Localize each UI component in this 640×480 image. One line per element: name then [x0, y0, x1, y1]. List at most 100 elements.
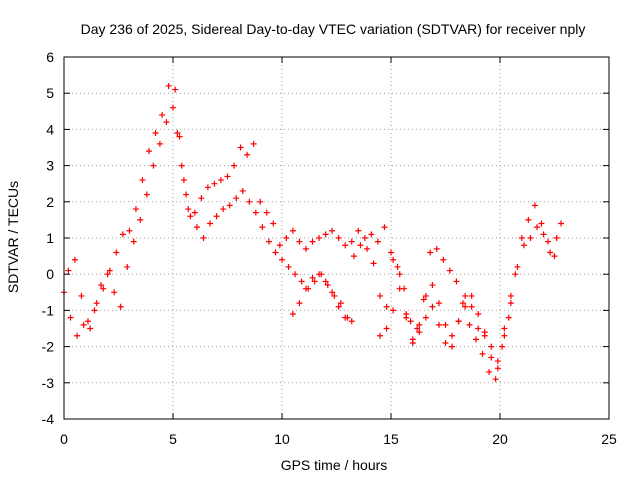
data-point [390, 307, 397, 314]
data-point [198, 195, 205, 202]
data-point [486, 368, 493, 375]
data-point [244, 151, 251, 158]
data-point [191, 209, 198, 216]
data-point [507, 292, 514, 299]
data-point [475, 311, 482, 318]
data-point [126, 227, 133, 234]
data-point [361, 235, 368, 241]
data-point [390, 256, 397, 263]
data-point [462, 292, 469, 299]
y-tick-label: 0 [46, 266, 54, 282]
data-point [512, 271, 519, 278]
chart-title: Day 236 of 2025, Sidereal Day-to-day VTE… [81, 21, 586, 37]
data-point [165, 82, 172, 89]
data-point [429, 282, 436, 289]
data-point [292, 271, 299, 278]
data-point [540, 231, 547, 238]
data-point [104, 271, 111, 278]
data-point [420, 296, 427, 303]
data-point [449, 332, 456, 339]
data-point [337, 300, 344, 307]
series-track-3 [289, 256, 514, 365]
data-point [239, 187, 246, 194]
data-point [117, 303, 124, 310]
data-point [551, 253, 558, 260]
data-point [213, 213, 220, 220]
data-point [91, 307, 98, 314]
data-point [407, 318, 414, 325]
data-point [200, 235, 207, 241]
data-point [316, 271, 323, 278]
data-point [174, 130, 181, 137]
data-point [488, 343, 495, 350]
data-point [139, 177, 146, 184]
x-axis-label: GPS time / hours [281, 457, 388, 473]
axis-ticks: -4 -3 -2 -1 0 1 2 3 4 5 6 0 5 10 15 20 25 [42, 49, 617, 447]
data-point [547, 249, 554, 256]
data-point [231, 162, 238, 169]
y-tick-label: -1 [42, 302, 55, 318]
data-point [113, 249, 120, 256]
data-point [383, 303, 390, 310]
data-point [350, 253, 357, 260]
data-point [279, 256, 285, 263]
data-point [468, 303, 475, 310]
data-point [309, 274, 316, 281]
data-point [416, 321, 423, 328]
data-point [331, 292, 338, 299]
data-point [298, 278, 305, 285]
data-point [246, 198, 253, 205]
data-point [311, 278, 318, 285]
data-point [80, 321, 87, 328]
data-point [322, 231, 329, 238]
data-point [494, 365, 501, 372]
data-point [65, 267, 72, 274]
data-point [204, 184, 211, 191]
data-point [233, 195, 240, 202]
data-point [335, 303, 342, 310]
data-point [383, 325, 390, 332]
data-point [132, 206, 139, 213]
data-point [355, 227, 362, 234]
x-tick-label: 0 [60, 431, 68, 447]
data-point [442, 321, 449, 328]
data-point [403, 314, 410, 321]
data-point [220, 206, 227, 213]
data-point [342, 314, 349, 321]
data-point [381, 224, 388, 231]
data-point [527, 235, 534, 241]
y-tick-label: 1 [46, 230, 54, 246]
x-tick-label: 20 [492, 431, 508, 447]
data-point [377, 332, 384, 339]
data-point [435, 300, 442, 307]
data-point [252, 209, 259, 216]
data-point [224, 173, 231, 180]
y-tick-label: 5 [46, 85, 54, 101]
data-point [172, 86, 179, 93]
data-point [217, 177, 224, 184]
data-point [71, 256, 78, 263]
y-tick-label: 4 [46, 121, 54, 137]
data-point [394, 263, 401, 270]
data-point [335, 235, 342, 241]
x-tick-label: 5 [169, 431, 177, 447]
data-point [459, 300, 466, 307]
data-point [100, 285, 107, 292]
y-tick-label: -3 [42, 375, 55, 391]
data-point [433, 245, 440, 252]
data-point [193, 224, 200, 231]
data-point [501, 325, 508, 332]
data-point [322, 278, 329, 285]
data-point [388, 249, 394, 256]
data-point [518, 235, 525, 241]
data-point [211, 180, 218, 187]
data-point [316, 235, 323, 241]
data-point [309, 238, 316, 245]
data-point [146, 148, 153, 155]
data-point [427, 249, 434, 256]
data-point [473, 336, 480, 343]
data-point [422, 292, 429, 299]
data-point [137, 216, 144, 223]
y-tick-label: -4 [42, 411, 55, 427]
y-tick-label: -2 [42, 339, 55, 355]
